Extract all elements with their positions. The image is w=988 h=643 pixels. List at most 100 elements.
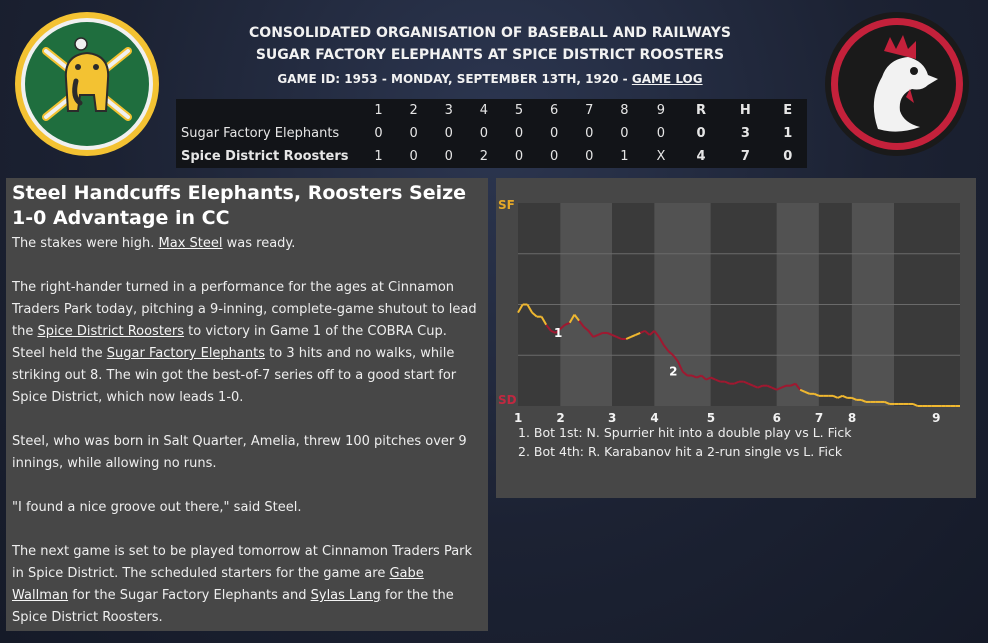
wp-line-segment: [644, 330, 651, 336]
score-cell: 0: [514, 149, 524, 164]
wp-line-segment: [531, 311, 538, 318]
article-text: The next game is set to be played tomorr…: [12, 544, 473, 581]
y-label-bottom: SD: [498, 393, 517, 407]
wp-line-segment: [550, 329, 557, 334]
col-inning-1: 1: [374, 103, 383, 118]
wp-line-segment: [700, 374, 707, 381]
matchup-title: SUGAR FACTORY ELEPHANTS AT SPICE DISTRIC…: [255, 47, 725, 63]
wp-line-segment: [860, 398, 867, 403]
wp-line-segment: [799, 388, 806, 393]
article-paragraph: The right-hander turned in a performance…: [12, 277, 482, 409]
wp-line-segment: [583, 326, 590, 332]
wp-line-segment: [540, 316, 548, 326]
wp-line-segment: [662, 344, 670, 352]
win-probability-chart: SF SD 1 2 3 4 5 6 7 8 9 1 2: [498, 198, 960, 423]
wp-line-segment: [676, 360, 684, 372]
col-inning-6: 6: [550, 103, 559, 118]
wp-line-segment: [715, 378, 721, 383]
wp-line-segment: [851, 396, 857, 401]
score-cell: 0: [620, 126, 629, 141]
game-header: CONSOLIDATED ORGANISATION OF BASEBALL AN…: [175, 22, 805, 92]
home-team-logo[interactable]: [824, 11, 970, 157]
wp-line-segment: [568, 314, 576, 324]
x-tick-label: 1: [514, 411, 522, 423]
col-inning-9: 9: [656, 103, 666, 118]
article-paragraph: Steel, who was born in Salt Quarter, Ame…: [12, 434, 467, 471]
wp-line-segment: [884, 401, 890, 405]
wp-line-segment: [724, 380, 730, 385]
x-tick-label: 9: [932, 411, 940, 423]
player-link-sylas-lang[interactable]: Sylas Lang: [310, 588, 381, 603]
player-link-max-steel[interactable]: Max Steel: [158, 236, 223, 251]
score-cell: 0: [479, 126, 489, 141]
wp-line-segment: [672, 354, 679, 362]
hits-cell: 3: [740, 126, 750, 141]
article-text: to 3 hits and no walks, while striking o…: [12, 346, 457, 405]
key-plays-list: 1. Bot 1st: N. Spurrier hit into a doubl…: [518, 423, 851, 461]
score-cell: 1: [374, 149, 383, 164]
wp-line-segment: [635, 332, 641, 336]
wp-line-segment: [649, 330, 656, 336]
errors-cell: 0: [783, 149, 793, 164]
runs-cell: 4: [696, 149, 706, 164]
score-cell: 0: [409, 126, 418, 141]
col-inning-5: 5: [514, 103, 524, 118]
wp-line-segment: [780, 384, 787, 389]
x-tick-label: 8: [848, 411, 856, 423]
x-tick-label: 4: [650, 411, 658, 423]
wp-line-segment: [526, 303, 533, 314]
article-paragraph: The next game is set to be played tomorr…: [12, 541, 482, 629]
wp-line-segment: [597, 332, 604, 336]
wp-line-segment: [710, 376, 716, 381]
key-play-note: 2. Bot 4th: R. Karabanov hit a 2-run sin…: [518, 444, 843, 459]
col-runs: R: [696, 103, 707, 118]
wp-line-segment: [743, 380, 749, 385]
wp-line-segment: [625, 336, 632, 340]
article-text: The stakes were high.: [12, 236, 159, 251]
elephant-icon: [15, 12, 159, 156]
score-cell: 0: [444, 126, 453, 141]
wp-line-segment: [733, 380, 740, 385]
wp-line-segment: [578, 320, 585, 328]
article-text: for the Sugar Factory Elephants and: [68, 588, 311, 603]
runs-cell: 0: [696, 126, 706, 141]
wp-line-segment: [639, 329, 646, 334]
score-cell: 2: [479, 149, 489, 164]
wp-line-segment: [813, 392, 820, 397]
score-cell: 0: [514, 126, 524, 141]
table-row: Sugar Factory Elephants 0 0 0 0 0 0 0 0 …: [176, 122, 807, 145]
wp-line-segment: [630, 334, 636, 338]
col-hits: H: [739, 103, 751, 118]
player-link-gabe-wallman[interactable]: Gabe Wallman: [12, 566, 424, 603]
home-team-name[interactable]: Spice District Roosters: [181, 149, 349, 164]
away-team-name[interactable]: Sugar Factory Elephants: [181, 126, 340, 141]
wp-line-segment: [691, 374, 698, 379]
wp-line-segment: [559, 324, 566, 330]
x-tick-label: 6: [773, 411, 781, 423]
score-cell: X: [656, 149, 666, 164]
x-tick-label: 5: [707, 411, 715, 423]
wp-line-segment: [616, 336, 622, 340]
away-team-logo[interactable]: [14, 11, 160, 157]
score-cell: 0: [585, 149, 594, 164]
rooster-icon: [825, 12, 969, 156]
wp-line-segment: [705, 376, 712, 381]
game-info-text: GAME ID: 1953 - MONDAY, SEPTEMBER 13TH, …: [277, 72, 628, 86]
col-inning-3: 3: [444, 103, 453, 118]
errors-cell: 1: [783, 126, 793, 141]
score-cell: 0: [550, 126, 559, 141]
score-cell: 0: [585, 126, 594, 141]
col-errors: E: [783, 103, 793, 118]
annotation-marker: 1: [554, 326, 562, 340]
wp-line-segment: [554, 328, 561, 334]
y-label-top: SF: [498, 198, 515, 212]
score-cell: 0: [409, 149, 418, 164]
game-log-link[interactable]: GAME LOG: [631, 72, 703, 86]
article-text: for the the Spice District Roosters.: [12, 588, 454, 625]
score-cell: 0: [444, 149, 453, 164]
team-link-roosters[interactable]: Spice District Roosters: [37, 324, 185, 339]
team-link-elephants[interactable]: Sugar Factory Elephants: [106, 346, 265, 361]
wp-line-segment: [804, 390, 810, 395]
col-inning-4: 4: [479, 103, 489, 118]
key-play-note: 1. Bot 1st: N. Spurrier hit into a doubl…: [518, 425, 852, 440]
